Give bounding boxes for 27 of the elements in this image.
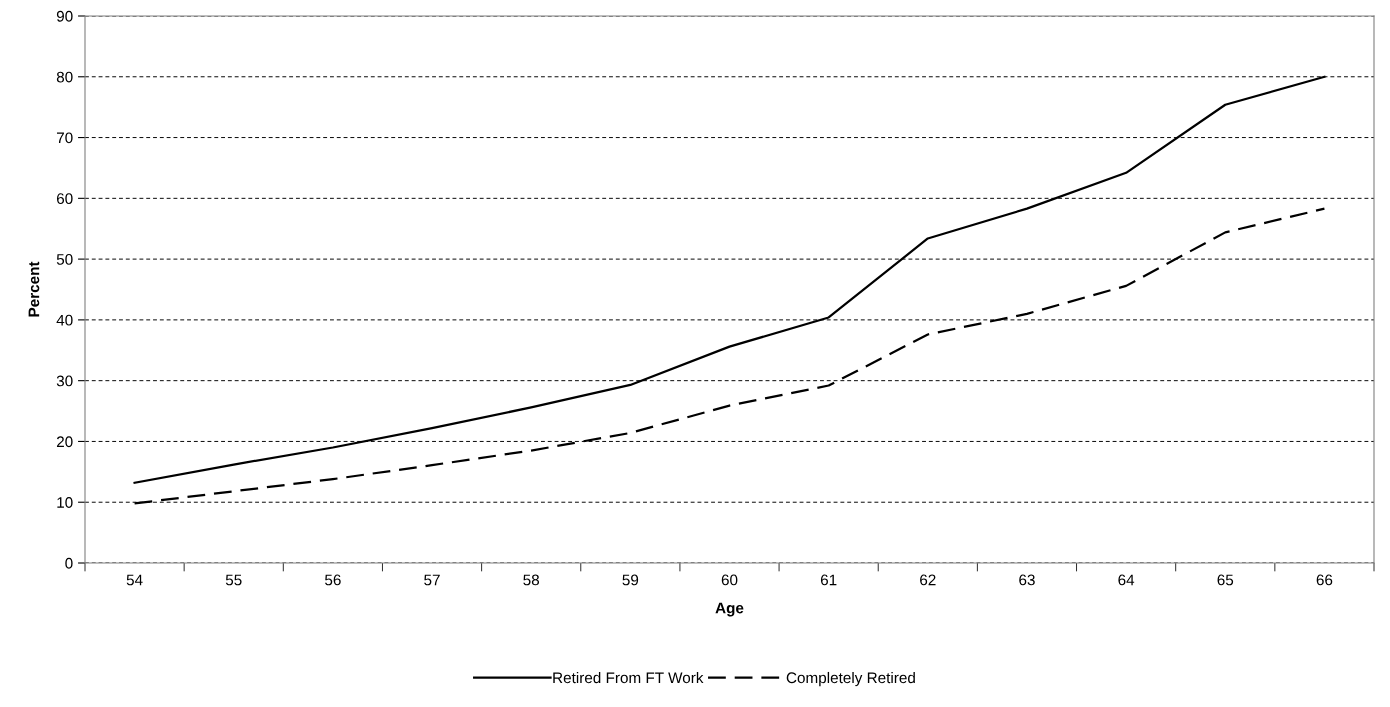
- y-axis-title: Percent: [28, 261, 40, 317]
- y-tick-label: 60: [56, 193, 73, 205]
- legend-label: Retired From FT Work: [553, 671, 704, 684]
- y-tick-label: 90: [56, 10, 73, 22]
- x-tick-label: 57: [424, 574, 440, 586]
- y-tick-label: 10: [57, 497, 73, 508]
- x-tick-label: 54: [126, 574, 143, 586]
- x-tick-label: 65: [1217, 574, 1234, 586]
- x-tick-label: 63: [1019, 574, 1035, 586]
- x-tick-label: 55: [225, 574, 242, 586]
- x-tick-label: 60: [721, 574, 738, 586]
- y-tick-label: 20: [56, 436, 73, 448]
- legend-label: Completely Retired: [786, 671, 915, 687]
- y-tick-label: 30: [56, 375, 73, 387]
- y-tick-label: 0: [65, 557, 73, 569]
- x-tick-label: 61: [820, 574, 837, 586]
- x-tick-label: 59: [622, 574, 639, 586]
- x-axis-title: Age: [715, 602, 744, 617]
- x-tick-label: 66: [1316, 574, 1333, 586]
- x-tick-label: 62: [920, 574, 936, 586]
- y-tick-label: 70: [56, 132, 73, 144]
- y-tick-label: 50: [56, 253, 73, 265]
- y-tick-label: 40: [56, 314, 73, 326]
- x-tick-label: 56: [325, 574, 341, 586]
- x-tick-label: 58: [523, 574, 540, 586]
- y-tick-label: 80: [56, 71, 73, 83]
- x-tick-label: 64: [1118, 574, 1135, 586]
